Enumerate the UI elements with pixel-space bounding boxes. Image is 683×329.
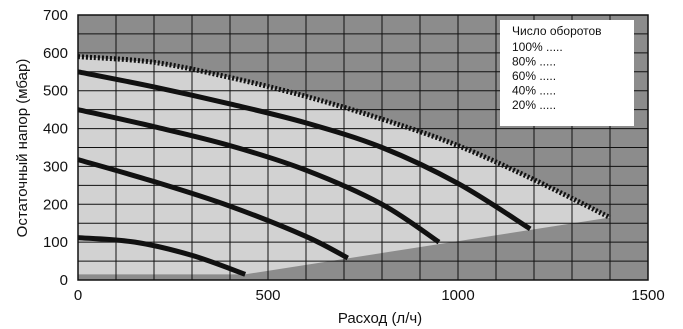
legend-entry: 60% ..... xyxy=(512,69,556,83)
legend-entry: 100% ..... xyxy=(512,40,563,54)
legend-entry: 20% ..... xyxy=(512,98,556,112)
x-tick-label: 500 xyxy=(255,287,280,304)
curves xyxy=(77,54,612,277)
curve-60pct xyxy=(77,107,441,245)
x-axis-ticks: 0 500 1000 1500 xyxy=(74,287,665,304)
y-tick-label: 300 xyxy=(43,158,68,175)
legend: Число оборотов 100% .....80% .....60% ..… xyxy=(500,20,634,126)
y-tick-label: 200 xyxy=(43,196,68,213)
legend-entry: 80% ..... xyxy=(512,55,556,69)
legend-title: Число оборотов xyxy=(512,24,602,38)
plot-frame xyxy=(77,14,649,281)
y-tick-label: 0 xyxy=(60,272,68,289)
curve-100pct xyxy=(77,54,612,220)
y-tick-label: 100 xyxy=(43,234,68,251)
y-tick-label: 400 xyxy=(43,121,68,138)
x-tick-label: 1000 xyxy=(441,287,474,304)
y-axis-title: Остаточный напор (мбар) xyxy=(14,59,31,238)
y-tick-label: 500 xyxy=(43,83,68,100)
y-axis-ticks: 0 100 200 300 400 500 600 700 xyxy=(43,7,68,289)
y-tick-label: 600 xyxy=(43,45,68,62)
plot-border xyxy=(77,14,649,281)
curve-80pct xyxy=(77,69,532,232)
legend-entry: 40% ..... xyxy=(512,84,556,98)
y-tick-label: 700 xyxy=(43,7,68,24)
curve-40pct xyxy=(77,157,349,261)
x-tick-label: 1500 xyxy=(631,287,664,304)
legend-box xyxy=(500,20,634,126)
curve-20pct xyxy=(77,235,247,277)
x-tick-label: 0 xyxy=(74,287,82,304)
x-axis-title: Расход (л/ч) xyxy=(338,310,422,327)
